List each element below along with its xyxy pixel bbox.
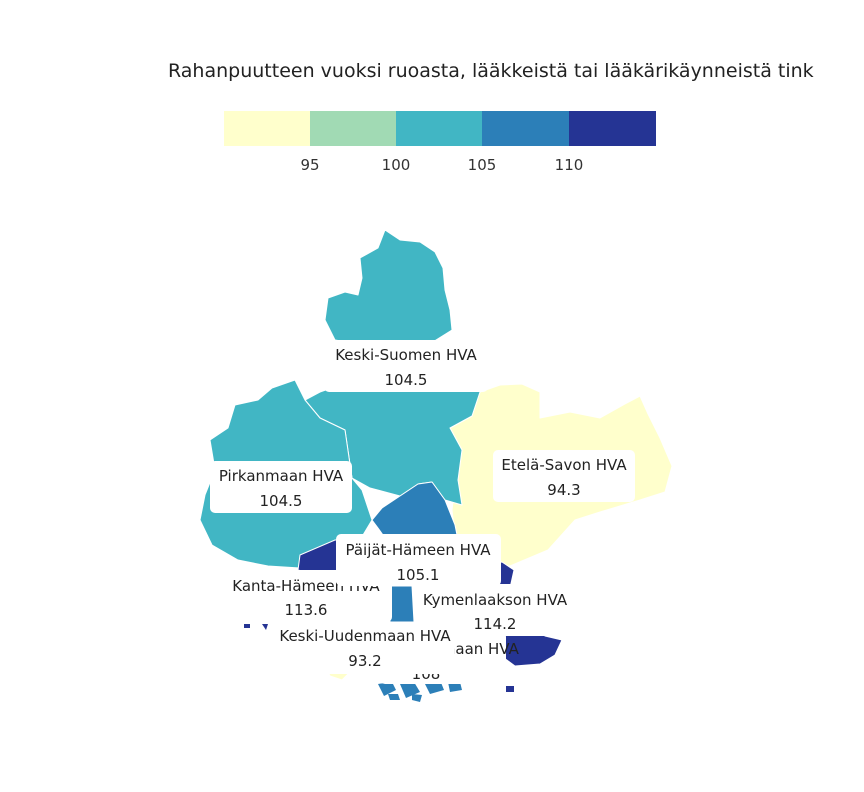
label-box xyxy=(336,534,501,586)
legend-bin-5 xyxy=(569,111,656,146)
label-name: Päijät-Hämeen HVA xyxy=(345,541,491,559)
legend-bin-4 xyxy=(482,111,569,146)
region-labels: Itä-Uudenmaan HVA 108 Keski-Suomen HVA 1… xyxy=(210,340,635,684)
label-keski-suomi: Keski-Suomen HVA 104.5 xyxy=(324,340,488,392)
label-value: 114.2 xyxy=(474,615,517,633)
label-paijat-hame: Päijät-Hämeen HVA 105.1 xyxy=(336,534,501,586)
map-title: Rahanpuutteen vuoksi ruoasta, lääkkeistä… xyxy=(168,60,814,82)
label-name: Keski-Uudenmaan HVA xyxy=(279,627,451,645)
label-kymenlaakso: Kymenlaakson HVA 114.2 xyxy=(414,584,576,636)
label-value: 104.5 xyxy=(385,371,428,389)
legend-bin-2 xyxy=(310,111,397,146)
legend-bin-1 xyxy=(224,111,311,146)
label-etela-savo: Etelä-Savon HVA 94.3 xyxy=(493,450,635,502)
label-value: 104.5 xyxy=(260,492,303,510)
label-name: Kymenlaakson HVA xyxy=(423,591,568,609)
label-keski-uusimaa: Keski-Uudenmaan HVA 93.2 xyxy=(268,622,454,674)
legend-tick-100: 100 xyxy=(382,156,411,174)
label-value: 113.6 xyxy=(285,601,328,619)
label-box xyxy=(324,340,488,392)
legend-bin-3 xyxy=(396,111,483,146)
legend-tick-105: 105 xyxy=(468,156,497,174)
legend-tick-95: 95 xyxy=(300,156,319,174)
label-box xyxy=(210,461,352,513)
label-value: 94.3 xyxy=(547,481,580,499)
label-box xyxy=(493,450,635,502)
label-name: Pirkanmaan HVA xyxy=(219,467,344,485)
legend: 95 100 105 110 xyxy=(224,111,656,174)
legend-tick-110: 110 xyxy=(555,156,584,174)
label-value: 105.1 xyxy=(397,566,440,584)
label-value: 93.2 xyxy=(348,652,381,670)
label-box xyxy=(268,622,454,674)
label-pirkanmaa: Pirkanmaan HVA 104.5 xyxy=(210,461,352,513)
label-name: Etelä-Savon HVA xyxy=(501,456,627,474)
label-name: Keski-Suomen HVA xyxy=(335,346,477,364)
label-box xyxy=(414,584,576,636)
